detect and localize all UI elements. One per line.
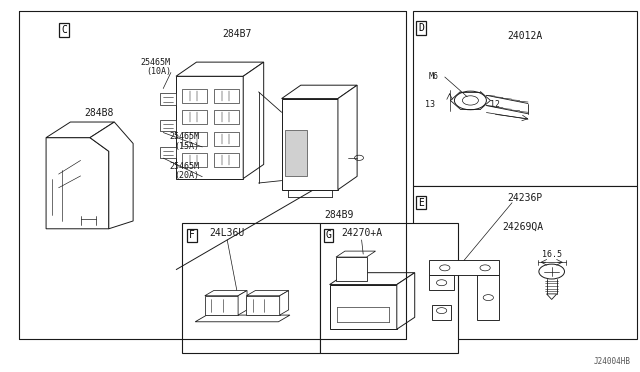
Text: 284B9: 284B9 — [324, 210, 354, 220]
Polygon shape — [238, 291, 247, 315]
Polygon shape — [176, 76, 243, 179]
Polygon shape — [195, 315, 290, 322]
Polygon shape — [336, 257, 367, 281]
Text: E: E — [418, 198, 424, 208]
Polygon shape — [429, 275, 454, 290]
Bar — [182, 223, 320, 353]
Text: 24269QA: 24269QA — [502, 222, 543, 232]
Polygon shape — [176, 62, 264, 76]
Text: F: F — [189, 231, 195, 240]
Text: J24004HB: J24004HB — [593, 357, 630, 366]
Polygon shape — [285, 131, 307, 176]
Polygon shape — [330, 273, 415, 285]
Polygon shape — [397, 273, 415, 329]
Polygon shape — [243, 62, 264, 179]
Circle shape — [436, 308, 447, 314]
Polygon shape — [336, 251, 376, 257]
Polygon shape — [46, 122, 115, 138]
Polygon shape — [90, 122, 133, 229]
Text: 25465M
(15A): 25465M (15A) — [170, 132, 200, 151]
Polygon shape — [477, 275, 499, 320]
Text: 284B8: 284B8 — [84, 109, 114, 118]
Bar — [214, 132, 239, 146]
Text: 24270+A: 24270+A — [341, 228, 382, 238]
Polygon shape — [160, 93, 176, 105]
Circle shape — [436, 280, 447, 286]
Polygon shape — [282, 99, 338, 190]
Text: 16.5: 16.5 — [541, 250, 562, 259]
Polygon shape — [160, 147, 176, 158]
Polygon shape — [280, 291, 289, 315]
Bar — [214, 89, 239, 103]
Bar — [182, 110, 207, 124]
Polygon shape — [547, 294, 557, 299]
Polygon shape — [429, 260, 499, 275]
Circle shape — [483, 295, 493, 301]
Text: 25465M
(20A): 25465M (20A) — [170, 162, 200, 180]
Polygon shape — [160, 120, 176, 131]
Text: C: C — [61, 25, 67, 35]
Text: 24L36U: 24L36U — [209, 228, 245, 238]
Text: 12: 12 — [490, 100, 500, 109]
Polygon shape — [338, 85, 357, 190]
Polygon shape — [246, 296, 280, 315]
Text: G: G — [325, 231, 332, 240]
Text: D: D — [418, 23, 424, 33]
Polygon shape — [205, 296, 238, 315]
Polygon shape — [282, 85, 357, 99]
Bar — [413, 186, 637, 339]
Bar — [214, 153, 239, 167]
Circle shape — [480, 265, 490, 271]
Text: 24012A: 24012A — [507, 31, 543, 41]
Text: 13: 13 — [425, 100, 435, 109]
Polygon shape — [205, 291, 247, 296]
Bar — [214, 110, 239, 124]
Text: M6: M6 — [428, 72, 438, 81]
Text: 25465M
(10A): 25465M (10A) — [141, 58, 171, 76]
Bar — [182, 89, 207, 103]
Text: 24236P: 24236P — [507, 193, 543, 203]
Polygon shape — [246, 291, 289, 296]
Circle shape — [440, 265, 450, 271]
Bar — [413, 11, 637, 186]
Text: 284B7: 284B7 — [222, 29, 252, 39]
Polygon shape — [432, 305, 451, 320]
Bar — [320, 223, 458, 353]
Bar — [182, 153, 207, 167]
Polygon shape — [330, 285, 397, 329]
Bar — [182, 132, 207, 146]
Polygon shape — [46, 138, 109, 229]
